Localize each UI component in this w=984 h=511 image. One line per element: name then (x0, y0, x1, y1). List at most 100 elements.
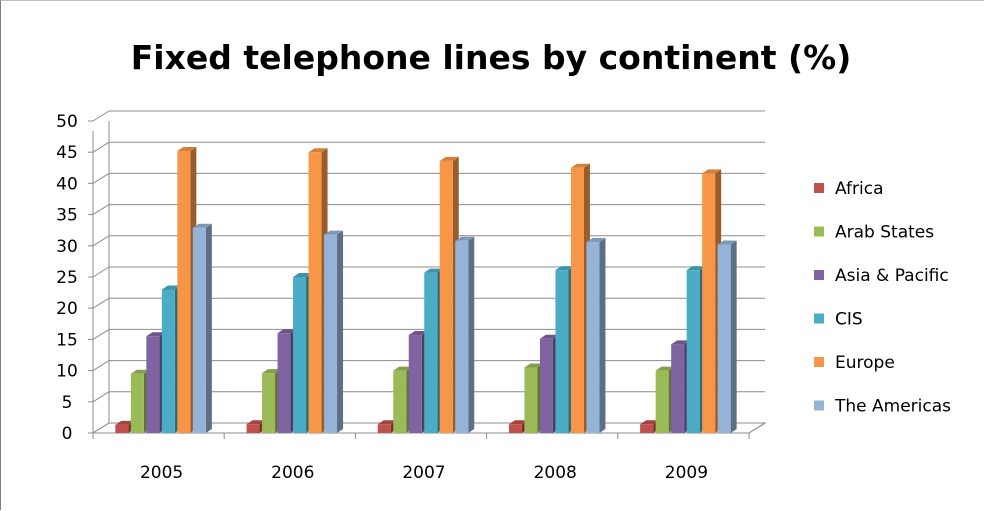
legend-item: Asia & Pacific (814, 266, 949, 286)
gridline-diagonal (92, 391, 110, 403)
bar-front (308, 152, 322, 433)
gridline-diagonal (92, 360, 110, 372)
legend: Africa Arab States Asia & Pacific CIS Europe… (814, 179, 951, 417)
legend-swatch (814, 313, 824, 324)
bar-front (586, 242, 600, 433)
bar-top (586, 238, 606, 243)
y-tick-label: 30 (56, 237, 78, 257)
bar (717, 240, 737, 433)
bar-top (439, 156, 459, 161)
bar-series (115, 146, 737, 434)
legend-swatch (814, 357, 824, 367)
bar-top (161, 285, 181, 290)
bar-top (539, 334, 559, 339)
legend-swatch (814, 226, 824, 237)
bar-front (293, 277, 307, 433)
bar (192, 223, 212, 433)
gridline-diagonal (92, 172, 110, 184)
bar-top (640, 420, 660, 425)
bar-front (161, 289, 175, 433)
bar-top (246, 420, 266, 425)
bar-front (508, 424, 522, 433)
bar-top (377, 420, 397, 425)
gridline-diagonal (92, 328, 110, 340)
bar-top (555, 266, 575, 271)
bar-top (424, 268, 444, 273)
legend-label: Africa (835, 179, 884, 199)
bar-top (262, 369, 282, 374)
bar-front (192, 227, 206, 433)
bar-front (524, 367, 538, 433)
x-tick-label: 2008 (534, 463, 577, 483)
bar (324, 230, 344, 433)
legend-item: The Americas (814, 397, 951, 417)
gridline-diagonal (92, 422, 110, 434)
bar-top (192, 223, 212, 228)
bar-front (555, 270, 569, 433)
bar (455, 236, 475, 433)
gridline-diagonal (92, 297, 110, 309)
bar-front (393, 370, 407, 433)
legend-label: Europe (835, 353, 895, 373)
bar-front (177, 150, 191, 433)
bar-front (686, 270, 700, 433)
bar-front (262, 373, 276, 433)
bar-top (293, 273, 313, 277)
y-tick-label: 35 (56, 206, 78, 226)
bar-side (337, 230, 344, 433)
x-tick-label: 2009 (665, 463, 708, 483)
legend-label: Arab States (835, 223, 934, 243)
bar-front (146, 336, 160, 433)
bar-top (702, 169, 722, 174)
bar-top (308, 148, 328, 153)
legend-swatch (814, 400, 824, 411)
bar-top (130, 369, 150, 374)
bar-top (508, 420, 528, 425)
bar-top (324, 230, 344, 235)
bar-front (377, 424, 391, 433)
gridline-diagonal (92, 235, 110, 247)
bar-front (655, 370, 669, 433)
bar-side (730, 240, 737, 433)
x-tick-label: 2005 (140, 463, 183, 483)
bar-top (277, 329, 297, 334)
bar-top (146, 332, 166, 337)
x-tick-label: 2007 (402, 463, 445, 483)
y-tick-label: 0 (62, 424, 73, 444)
bar-front (717, 244, 731, 433)
bar-front (702, 173, 716, 433)
y-tick-label: 20 (56, 299, 78, 319)
bar-top (570, 163, 590, 168)
bar-top (177, 146, 197, 151)
legend-label: CIS (835, 310, 863, 330)
bar-front (455, 240, 469, 433)
legend-label: Asia & Pacific (835, 266, 949, 286)
bar-top (655, 366, 675, 371)
floor-edge (748, 422, 766, 434)
bar-top (393, 366, 413, 371)
bar-top (671, 340, 691, 345)
y-tick-label: 25 (56, 268, 78, 288)
bar-front (246, 424, 260, 433)
bar-front (570, 167, 584, 434)
legend-item: Europe (814, 353, 895, 373)
bar-top (686, 266, 706, 271)
y-tick-label: 45 (56, 143, 78, 163)
y-tick-label: 40 (56, 174, 78, 194)
bar-top (524, 363, 544, 368)
bar-front (277, 333, 291, 433)
bar-side (599, 238, 606, 433)
bar-side (468, 236, 475, 433)
y-tick-label: 15 (56, 330, 78, 350)
bar-front (640, 424, 654, 433)
bar-front (115, 424, 129, 433)
legend-item: Africa (814, 179, 884, 199)
chart-title: Fixed telephone lines by continent (%) (131, 38, 852, 77)
bar-side (205, 223, 212, 433)
bar-top (408, 331, 428, 336)
bar-top (455, 236, 475, 241)
y-tick-label: 5 (62, 393, 73, 413)
bar-front (671, 344, 685, 433)
